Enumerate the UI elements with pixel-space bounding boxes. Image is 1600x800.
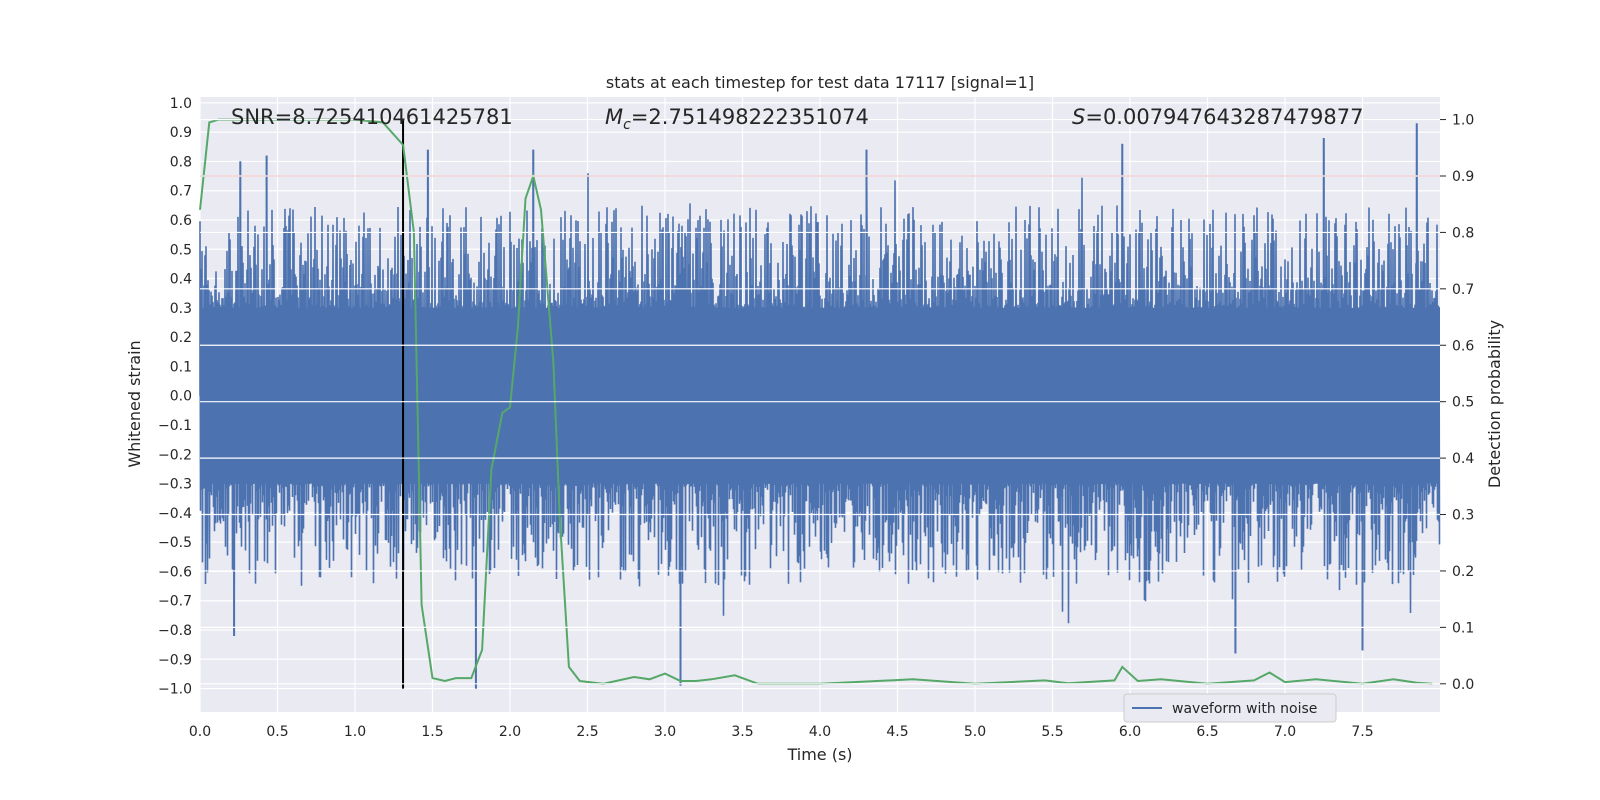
y-left-tick-label: 0.4 [170, 272, 192, 288]
y-right-tick-label: 0.5 [1452, 395, 1474, 411]
y-left-tick-label: 0.5 [170, 242, 192, 258]
y-left-tick-label: 0.3 [170, 301, 192, 317]
s-annotation: S=0.007947643287479877 [1072, 105, 1363, 129]
x-tick-label: 1.5 [421, 724, 443, 740]
x-tick-label: 5.5 [1041, 724, 1063, 740]
s-value: =0.007947643287479877 [1085, 105, 1363, 129]
y-left-tick-label: −0.5 [158, 535, 192, 551]
x-tick-label: 2.5 [576, 724, 598, 740]
y-right-tick-label: 0.6 [1452, 338, 1474, 354]
y-left-tick-label: 0.7 [170, 184, 192, 200]
y-left-tick-label: −0.1 [158, 418, 192, 434]
x-tick-label: 0.5 [266, 724, 288, 740]
snr-annotation: SNR=8.725410461425781 [231, 105, 513, 129]
y-left-tick-label: 0.2 [170, 330, 192, 346]
y-left-tick-label: 1.0 [170, 96, 192, 112]
legend-box [1123, 693, 1337, 723]
s-symbol: S [1072, 105, 1085, 129]
x-tick-label: 6.5 [1196, 724, 1218, 740]
x-tick-label: 2.0 [499, 724, 521, 740]
y-left-tick-label: 0.6 [170, 213, 192, 229]
x-tick-label: 3.0 [654, 724, 676, 740]
x-tick-label: 7.5 [1351, 724, 1373, 740]
y-left-tick-label: 0.9 [170, 125, 192, 141]
y-right-tick-labels: 1.0 0.9 0.8 0.7 0.6 0.5 0.4 0.3 0.2 0.1 0.0 [1440, 113, 1474, 693]
legend: waveform with noise [1123, 693, 1337, 723]
waveform-dense-band [200, 307, 1440, 484]
y-right-tick-label: 0.0 [1452, 677, 1474, 693]
y-left-tick-label: 0.1 [170, 359, 192, 375]
y-right-axis-label: Detection probability [1485, 320, 1504, 488]
chart-title: stats at each timestep for test data 171… [606, 73, 1034, 92]
y-left-tick-label: −0.2 [158, 447, 192, 463]
y-left-tick-label: −0.4 [158, 506, 192, 522]
y-left-tick-label: 0.8 [170, 154, 192, 170]
right-axis-grid [200, 118, 1440, 685]
x-tick-label: 5.0 [964, 724, 986, 740]
x-tick-label: 6.0 [1119, 724, 1141, 740]
mc-symbol: M [605, 105, 623, 129]
x-tick-label: 4.5 [886, 724, 908, 740]
y-right-tick-label: 0.1 [1452, 620, 1474, 636]
y-right-tick-label: 0.4 [1452, 451, 1474, 467]
y-right-tick-label: 0.3 [1452, 508, 1474, 524]
y-right-tick-label: 0.9 [1452, 169, 1474, 185]
x-tick-label: 1.0 [344, 724, 366, 740]
waveform-series [199, 123, 1441, 689]
chirp-mass-annotation: Mc=2.751498222351074 [605, 105, 869, 133]
y-left-tick-label: −0.3 [158, 477, 192, 493]
x-tick-label: 4.0 [809, 724, 831, 740]
x-tick-label: 0.0 [189, 724, 211, 740]
y-left-tick-label: −0.9 [158, 652, 192, 668]
y-left-tick-label: −0.8 [158, 623, 192, 639]
legend-entry-waveform: waveform with noise [1172, 701, 1317, 717]
y-left-tick-label: −1.0 [158, 682, 192, 698]
x-tick-label: 3.5 [731, 724, 753, 740]
mc-value: =2.751498222351074 [631, 105, 869, 129]
y-left-tick-label: 0.0 [170, 389, 192, 405]
mc-subscript: c [623, 117, 631, 133]
x-axis-label: Time (s) [786, 745, 852, 764]
y-right-tick-label: 0.7 [1452, 282, 1474, 298]
y-right-tick-label: 0.8 [1452, 225, 1474, 241]
detection-probability-line [199, 118, 1433, 685]
y-left-tick-labels: 1.0 0.9 0.8 0.7 0.6 0.5 0.4 0.3 0.2 0.1 0.0 −0.1 −0.… [158, 96, 192, 698]
x-tick-labels: 0.0 0.5 1.0 1.5 2.0 2.5 3.0 3.5 4.0 4.5 5.0 5.5 6.0 6… [189, 724, 1374, 740]
y-right-tick-label: 0.2 [1452, 564, 1474, 580]
y-left-axis-label: Whitened strain [125, 340, 144, 467]
y-right-tick-label: 1.0 [1452, 113, 1474, 129]
x-tick-label: 7.0 [1274, 724, 1296, 740]
y-left-tick-label: −0.6 [158, 564, 192, 580]
y-left-tick-label: −0.7 [158, 594, 192, 610]
